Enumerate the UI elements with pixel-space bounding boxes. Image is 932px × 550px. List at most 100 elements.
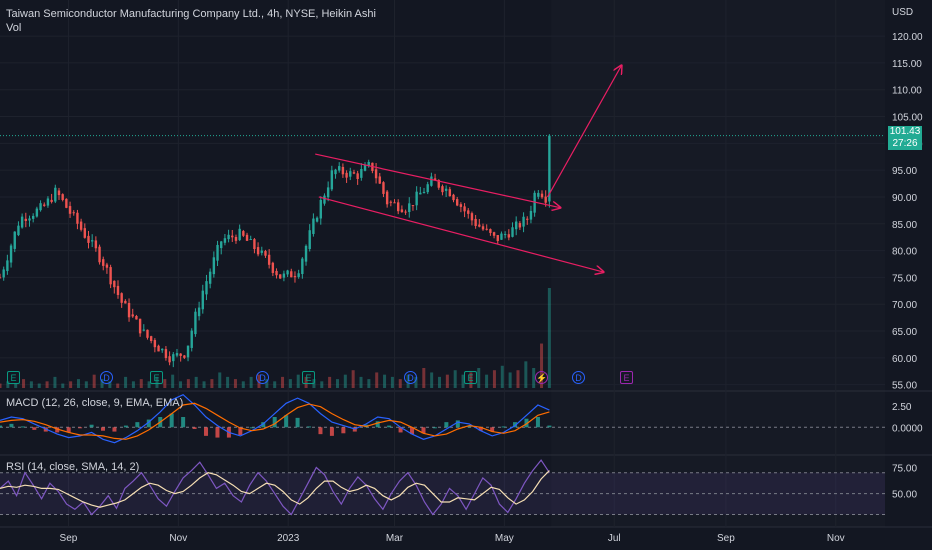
volume-bars (0, 288, 551, 388)
candle-body (6, 260, 9, 272)
macd-histogram-bar (215, 427, 220, 438)
candle-body (478, 224, 481, 227)
candle-body (397, 202, 400, 212)
candle-body (43, 204, 46, 206)
candle-body (411, 205, 415, 207)
price-tick-label: 110.00 (892, 86, 922, 97)
candle-body (408, 203, 411, 213)
macd-histogram-bar (535, 417, 540, 428)
volume-bar (492, 370, 496, 388)
candle-body (456, 199, 459, 206)
candle-body (90, 240, 94, 242)
candle-body (426, 184, 429, 193)
macd-histogram-bar (329, 427, 334, 436)
volume-legend[interactable]: Vol (6, 22, 22, 34)
candle-body (197, 307, 201, 317)
candle-body (157, 345, 160, 352)
dividend-marker[interactable]: D (256, 371, 269, 384)
volume-bar (186, 379, 190, 388)
candle-body (105, 264, 109, 268)
volume-bar (500, 365, 504, 388)
macd-histogram-bar (101, 427, 106, 431)
candle-body (382, 182, 385, 194)
macd-pane: 2.50 0.0000 (0, 393, 923, 444)
candle-body (367, 161, 370, 167)
volume-bar (398, 379, 402, 388)
volume-bar (218, 372, 222, 388)
rsi-legend[interactable]: RSI (14, close, SMA, 14, 2) (6, 461, 140, 473)
candle-body (301, 258, 304, 275)
candle-body (441, 186, 444, 193)
candle-body (419, 192, 422, 195)
candle-body (223, 238, 227, 243)
dividend-marker[interactable]: D (572, 371, 585, 384)
time-tick-label: Nov (169, 533, 187, 544)
volume-bar (273, 381, 277, 388)
volume-bar (540, 343, 544, 388)
candle-body (87, 235, 90, 243)
candle-body (290, 271, 293, 278)
macd-histogram-bar (307, 426, 312, 428)
volume-bar (147, 381, 151, 388)
macd-histogram-bar (192, 427, 197, 429)
candle-body (98, 246, 101, 263)
candle-body (470, 213, 474, 221)
candle-body (24, 218, 28, 221)
candle-body (205, 281, 208, 295)
candle-body (400, 209, 404, 213)
candle-body (522, 216, 525, 227)
price-tick-label: 120.00 (892, 32, 923, 43)
symbol-legend[interactable]: Taiwan Semiconductor Manufacturing Compa… (6, 8, 376, 20)
candle-body (422, 191, 426, 194)
candle-body (537, 192, 540, 197)
volume-bar (430, 372, 434, 388)
candle-body (127, 302, 131, 318)
candle-body (356, 173, 359, 179)
candle-body (463, 206, 466, 212)
volume-bar (265, 379, 269, 388)
earnings-marker[interactable]: E (620, 371, 633, 384)
volume-bar (29, 381, 33, 388)
volume-bar (69, 381, 73, 388)
time-tick-label: Sep (60, 533, 78, 544)
price-axis: 120.00115.00110.00105.00100.0095.0090.00… (892, 32, 923, 392)
candle-body (323, 195, 326, 204)
volume-bar (37, 383, 41, 388)
volume-bar (351, 370, 355, 388)
volume-bar (179, 381, 183, 388)
rsi-ma-line (0, 470, 550, 508)
candle-body (385, 191, 389, 205)
candle-body (275, 270, 278, 276)
candle-body (242, 231, 245, 236)
earnings-marker[interactable]: E (302, 371, 315, 384)
candle-body (124, 300, 127, 304)
candle-body (245, 234, 249, 241)
candle-body (231, 235, 234, 238)
dividend-marker[interactable]: D (100, 371, 113, 384)
candle-body (459, 204, 463, 207)
volume-bar (328, 376, 332, 388)
volume-bar (414, 376, 418, 388)
candle-body (260, 250, 263, 253)
candle-body (481, 226, 485, 230)
earnings-marker[interactable]: E (464, 371, 477, 384)
macd-histogram-bar (169, 413, 174, 428)
volume-bar (53, 376, 57, 388)
split-marker[interactable]: ⚡ (535, 371, 548, 384)
earnings-marker[interactable]: E (7, 371, 20, 384)
candle-body (267, 254, 271, 265)
price-tick-label: 65.00 (892, 327, 917, 338)
candle-body (467, 210, 470, 214)
volume-bar (422, 368, 426, 388)
candle-body (404, 211, 407, 213)
earnings-marker[interactable]: E (150, 371, 163, 384)
dividend-marker[interactable]: D (404, 371, 417, 384)
volume-bar (335, 379, 339, 388)
candle-body (113, 280, 116, 288)
price-tick-label: 85.00 (892, 220, 917, 231)
candle-body (31, 215, 35, 219)
macd-histogram-bar (421, 427, 426, 434)
macd-legend[interactable]: MACD (12, 26, close, 9, EMA, EMA) (6, 397, 184, 409)
candle-body (216, 244, 219, 261)
